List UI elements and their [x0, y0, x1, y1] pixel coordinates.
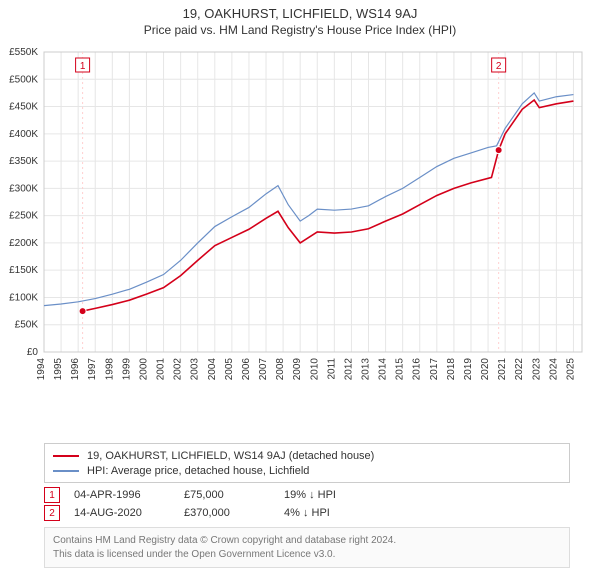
- transaction-date: 04-APR-1996: [74, 489, 184, 501]
- svg-text:£550K: £550K: [9, 47, 38, 58]
- transaction-delta: 19% ↓ HPI: [284, 489, 404, 501]
- svg-text:1998: 1998: [104, 358, 115, 381]
- transaction-row: 2 14-AUG-2020£370,0004% ↓ HPI: [44, 505, 570, 521]
- svg-text:2010: 2010: [309, 358, 320, 381]
- svg-text:2025: 2025: [565, 358, 576, 381]
- svg-text:2003: 2003: [190, 358, 201, 381]
- svg-text:1996: 1996: [70, 358, 81, 381]
- svg-text:2009: 2009: [292, 358, 303, 381]
- transaction-price: £370,000: [184, 507, 284, 519]
- svg-text:£400K: £400K: [9, 129, 38, 140]
- svg-text:2: 2: [496, 61, 502, 72]
- svg-text:2013: 2013: [361, 358, 372, 381]
- svg-text:£300K: £300K: [9, 183, 38, 194]
- svg-text:1999: 1999: [121, 358, 132, 381]
- svg-text:2008: 2008: [275, 358, 286, 381]
- transaction-marker: 1: [44, 487, 60, 503]
- transaction-row: 1 04-APR-1996£75,00019% ↓ HPI: [44, 487, 570, 503]
- svg-text:£200K: £200K: [9, 238, 38, 249]
- legend-swatch: [53, 455, 79, 457]
- transaction-date: 14-AUG-2020: [74, 507, 184, 519]
- legend-item: 19, OAKHURST, LICHFIELD, WS14 9AJ (detac…: [53, 448, 561, 463]
- footnote: Contains HM Land Registry data © Crown c…: [44, 527, 570, 568]
- svg-text:2017: 2017: [429, 358, 440, 381]
- footnote-line: This data is licensed under the Open Gov…: [53, 549, 335, 560]
- svg-text:1: 1: [80, 61, 86, 72]
- svg-text:2018: 2018: [446, 358, 457, 381]
- svg-text:£250K: £250K: [9, 211, 38, 222]
- svg-text:2002: 2002: [173, 358, 184, 381]
- svg-text:2022: 2022: [514, 358, 525, 381]
- svg-text:2015: 2015: [395, 358, 406, 381]
- svg-text:2006: 2006: [241, 358, 252, 381]
- svg-text:£500K: £500K: [9, 74, 38, 85]
- legend-label: HPI: Average price, detached house, Lich…: [87, 465, 309, 477]
- svg-text:2014: 2014: [378, 358, 389, 381]
- svg-text:£350K: £350K: [9, 156, 38, 167]
- svg-text:2019: 2019: [463, 358, 474, 381]
- svg-text:1997: 1997: [87, 358, 98, 381]
- svg-text:1995: 1995: [53, 358, 64, 381]
- svg-text:£100K: £100K: [9, 292, 38, 303]
- transaction-price: £75,000: [184, 489, 284, 501]
- svg-text:2012: 2012: [343, 358, 354, 381]
- svg-text:2001: 2001: [156, 358, 167, 381]
- footnote-line: Contains HM Land Registry data © Crown c…: [53, 535, 396, 546]
- svg-text:2020: 2020: [480, 358, 491, 381]
- svg-text:2007: 2007: [258, 358, 269, 381]
- transaction-marker: 2: [44, 505, 60, 521]
- svg-text:2005: 2005: [224, 358, 235, 381]
- svg-text:2024: 2024: [548, 358, 559, 381]
- svg-text:2021: 2021: [497, 358, 508, 381]
- legend-label: 19, OAKHURST, LICHFIELD, WS14 9AJ (detac…: [87, 450, 374, 462]
- svg-text:2000: 2000: [138, 358, 149, 381]
- legend-swatch: [53, 470, 79, 472]
- svg-text:£50K: £50K: [15, 320, 39, 331]
- svg-text:2023: 2023: [531, 358, 542, 381]
- legend: 19, OAKHURST, LICHFIELD, WS14 9AJ (detac…: [44, 443, 570, 483]
- svg-text:£150K: £150K: [9, 265, 38, 276]
- transaction-delta: 4% ↓ HPI: [284, 507, 404, 519]
- svg-text:2011: 2011: [326, 358, 337, 380]
- svg-text:2004: 2004: [207, 358, 218, 381]
- svg-text:1994: 1994: [36, 358, 47, 381]
- svg-text:2016: 2016: [412, 358, 423, 381]
- svg-text:£0: £0: [27, 347, 39, 358]
- price-chart: £0 £50K £100K £150K £200K £250K £300K £350K £400…: [0, 0, 600, 398]
- legend-item: HPI: Average price, detached house, Lich…: [53, 463, 561, 478]
- svg-text:£450K: £450K: [9, 102, 38, 113]
